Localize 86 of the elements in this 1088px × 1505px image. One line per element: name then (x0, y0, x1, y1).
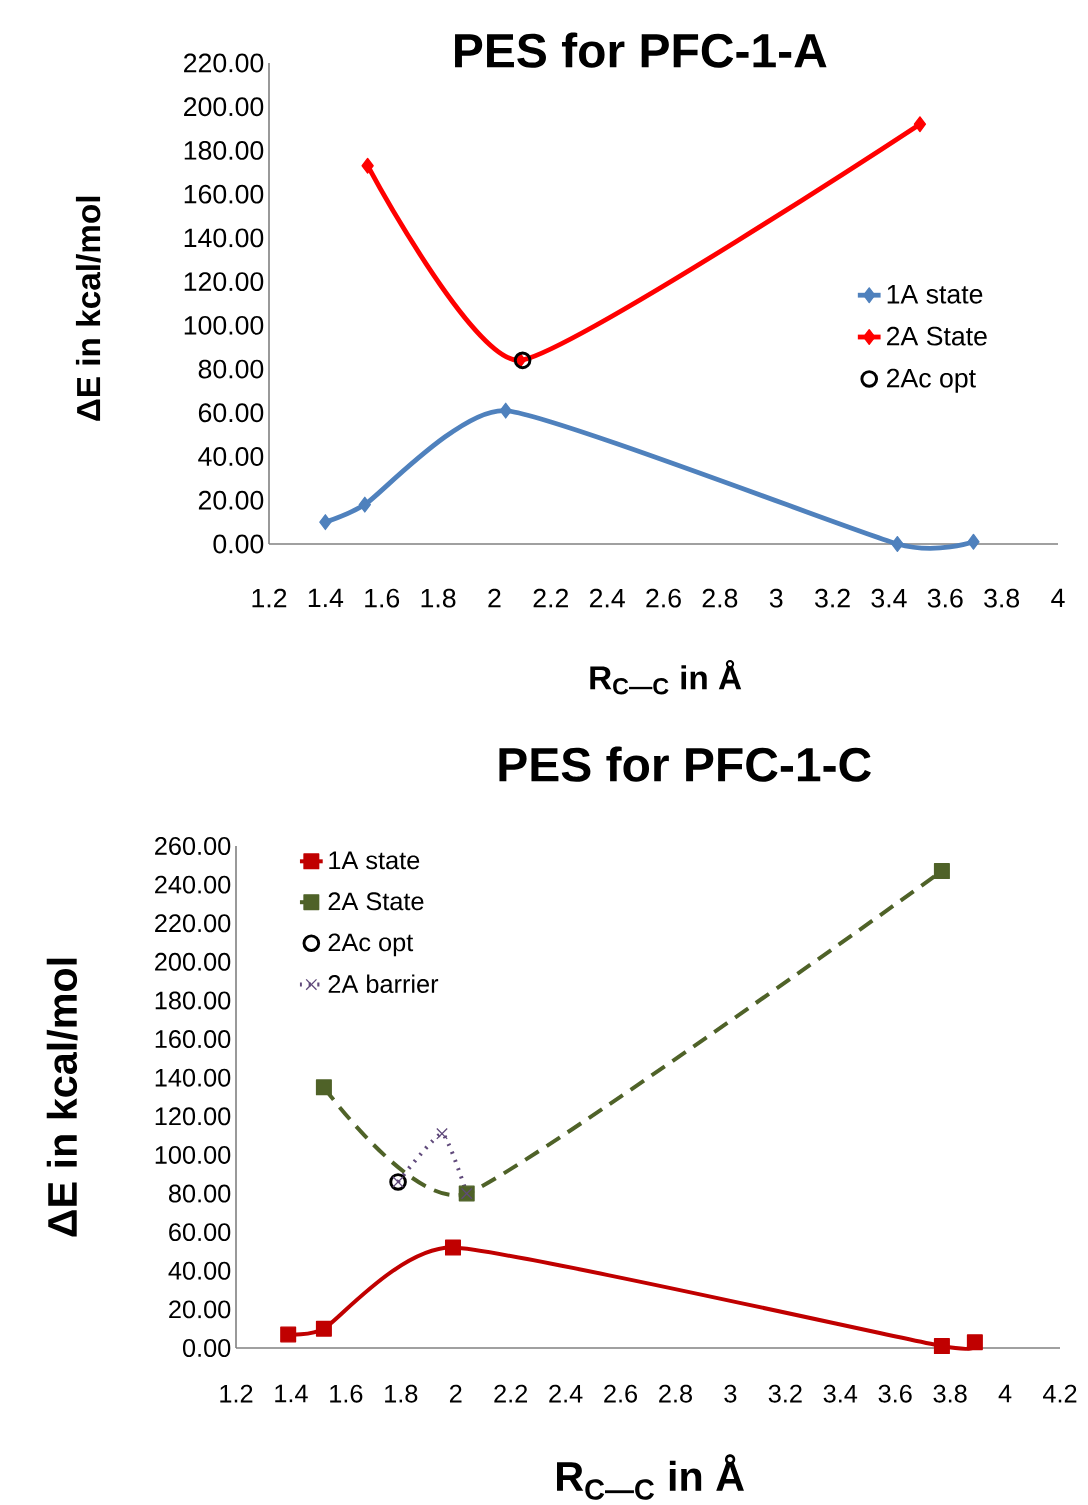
y-tick-label: 220.00 (184, 53, 264, 73)
y-axis-title: ΔE in kcal/mol (75, 196, 101, 421)
x-axis-title: R$_{C—C}$ in Å (557, 1454, 744, 1500)
y-tick-label: 200.00 (184, 97, 264, 117)
x-tick-label: 1.2 (252, 588, 287, 608)
point (967, 533, 980, 550)
point (444, 1239, 461, 1256)
x-tick-label: 2.6 (604, 1384, 638, 1403)
x-tick-label: 2.6 (646, 588, 681, 608)
y-tick-label: 180.00 (184, 141, 264, 160)
x-tick-label: 3.6 (878, 1384, 912, 1403)
y-tick-label: 40.00 (168, 1261, 231, 1280)
x-tick-label: 3.2 (768, 1384, 802, 1403)
y-tick-label: 100.00 (155, 1145, 231, 1164)
y-tick-label: 80.00 (169, 1184, 231, 1203)
y-tick-label: 60.00 (198, 403, 264, 423)
x-tick-label: 2.8 (659, 1384, 692, 1403)
x-tick-label: 3 (769, 588, 783, 608)
x-tick-label: 2.8 (702, 588, 738, 608)
x-tick-label: 1.8 (385, 1384, 418, 1403)
y-tick-label: 60.00 (169, 1223, 231, 1242)
point (319, 514, 332, 531)
x-tick-label: 3 (724, 1384, 737, 1403)
x-tick-label: 3.4 (871, 588, 907, 608)
x-tick-label: 1.6 (330, 1384, 363, 1403)
x-tick-label: 1.2 (220, 1384, 253, 1403)
x-axis-title: R$_{C—C}$ in Å (590, 659, 742, 695)
y-axis-title: ΔE in kcal/mol (46, 958, 78, 1237)
point (891, 535, 904, 552)
y-tick-label: 220.00 (155, 914, 231, 933)
legend-label: 2Ac opt (328, 933, 414, 957)
x-tick-label: 3.6 (927, 588, 963, 608)
y-tick-label: 140.00 (184, 228, 264, 248)
x-tick-label: 1.6 (365, 588, 400, 608)
point (280, 1326, 297, 1343)
x-tick-label: 1.8 (421, 588, 456, 608)
y-tick-label: 160.00 (184, 184, 264, 204)
x-tick-label: 3.2 (815, 588, 850, 608)
x-tick-label: 4.2 (1042, 1384, 1077, 1403)
y-tick-label: 120.00 (184, 272, 264, 292)
legend-label: 2A barrier (328, 974, 439, 994)
point (361, 157, 374, 174)
y-tick-label: 100.00 (184, 315, 264, 335)
y-tick-label: 40.00 (198, 447, 264, 466)
y-tick-label: 0.00 (213, 534, 264, 554)
x-tick-label: 4 (998, 1384, 1012, 1403)
y-tick-label: 20.00 (198, 490, 264, 510)
x-tick-label: 3.8 (984, 588, 1020, 608)
point (315, 1079, 332, 1096)
point (436, 1127, 448, 1140)
y-tick-label: 140.00 (155, 1068, 231, 1087)
y-tick-label: 0.00 (182, 1339, 231, 1357)
y-tick-label: 120.00 (155, 1107, 231, 1126)
y-tick-label: 260.00 (155, 837, 231, 855)
chart-title: PES for PFC-1-C (499, 746, 871, 782)
y-tick-label: 240.00 (155, 875, 231, 894)
y-tick-label: 160.00 (155, 1030, 231, 1049)
point (358, 496, 371, 513)
point (513, 351, 532, 370)
x-tick-label: 3.4 (823, 1384, 858, 1403)
y-tick-label: 20.00 (169, 1300, 231, 1319)
x-tick-label: 2.2 (494, 1384, 528, 1403)
x-tick-label: 2 (449, 1384, 462, 1403)
legend-label: 2Ac opt (887, 368, 976, 393)
x-tick-label: 1.4 (275, 1384, 308, 1403)
x-tick-label: 2 (488, 588, 501, 608)
y-tick-label: 200.00 (155, 952, 231, 971)
y-tick-label: 180.00 (155, 991, 231, 1010)
point (499, 402, 512, 419)
x-tick-label: 2.2 (533, 588, 568, 608)
legend-label: 2A State (887, 326, 987, 346)
point (913, 116, 927, 133)
chart-title: PES for PFC-1-A (455, 32, 827, 68)
legend-label: 1A state (329, 851, 420, 870)
x-tick-label: 3.8 (933, 1384, 967, 1403)
x-tick-label: 2.4 (549, 1384, 583, 1403)
x-tick-label: 1.4 (308, 588, 344, 608)
point (315, 1320, 332, 1337)
legend-label: 2A State (328, 892, 424, 911)
point (933, 863, 950, 880)
x-tick-label: 4 (1051, 588, 1065, 608)
legend-label: 1A state (887, 285, 983, 304)
x-tick-label: 2.4 (589, 588, 625, 608)
point (966, 1334, 983, 1351)
y-tick-label: 80.00 (198, 359, 264, 379)
point (933, 1338, 950, 1355)
